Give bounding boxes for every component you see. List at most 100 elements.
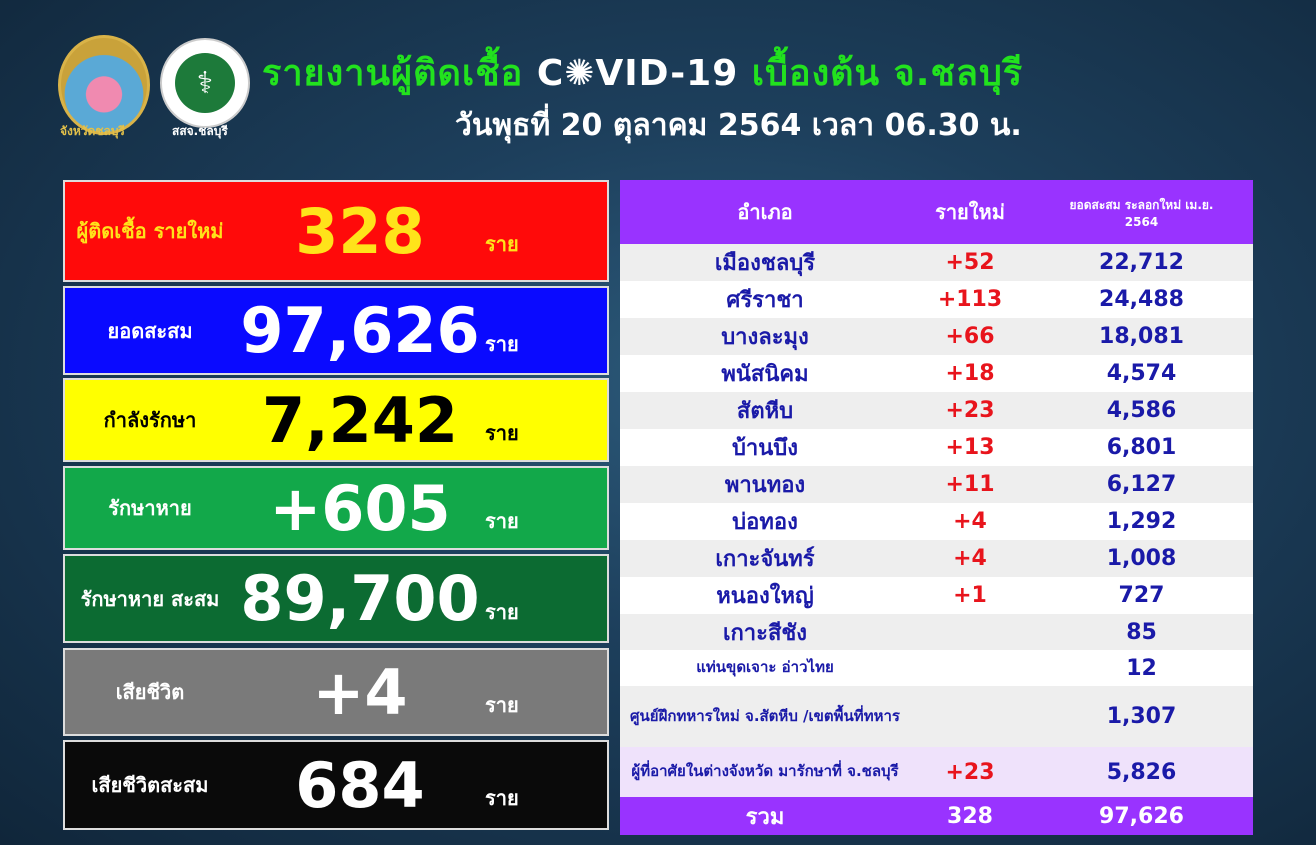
cumulative-cases: 12 [1126, 655, 1157, 681]
table-row: ศูนย์ฝึกทหารใหม่ จ.สัตหีบ /เขตพื้นที่ทหา… [620, 686, 1253, 747]
page-title: รายงานผู้ติดเชื้อ C✺VID-19 เบื้องต้น จ.ช… [262, 44, 1023, 101]
table-row: หนองใหญ่ +1 727 [620, 577, 1253, 614]
header-district: อำเภอ [737, 200, 793, 224]
district-name: พนัสนิคม [721, 362, 809, 387]
stat-unit: ราย [485, 599, 519, 624]
new-cases: +23 [945, 398, 995, 423]
new-cases: +4 [953, 509, 987, 534]
district-name: บางละมุง [721, 325, 809, 350]
district-name: เกาะจันทร์ [715, 547, 815, 572]
table-row: พนัสนิคม +18 4,574 [620, 355, 1253, 392]
district-name: ผู้ที่อาศัยในต่างจังหวัด มารักษาที่ จ.ชล… [631, 762, 899, 781]
stat-value: 97,626 [240, 294, 480, 367]
stat-value: 7,242 [261, 383, 459, 457]
table-row: ผู้ที่อาศัยในต่างจังหวัด มารักษาที่ จ.ชล… [620, 747, 1253, 797]
ministry-public-health-logo: ⚕ [160, 38, 250, 128]
stat-unit: ราย [485, 232, 519, 256]
stat-box: ยอดสะสม 97,626 ราย [63, 286, 609, 375]
cumulative-cases: 4,574 [1106, 361, 1177, 386]
table-row: พานทอง +11 6,127 [620, 466, 1253, 503]
stat-unit: ราย [485, 509, 519, 533]
district-name: เมืองชลบุรี [714, 251, 816, 276]
cumulative-cases: 18,081 [1099, 324, 1184, 349]
table-total-row: รวม 328 97,626 [620, 797, 1253, 835]
new-cases: +11 [945, 472, 995, 497]
table-row: บ้านบึง +13 6,801 [620, 429, 1253, 466]
stat-unit: ราย [485, 421, 519, 445]
title-covid: C✺VID-19 [536, 53, 739, 94]
stat-value: 89,700 [240, 562, 480, 635]
stat-label: รักษาหาย [108, 496, 192, 520]
stat-label: กำลังรักษา [103, 408, 197, 432]
district-name: หนองใหญ่ [716, 584, 814, 609]
cumulative-cases: 1,307 [1106, 704, 1177, 729]
logo1-caption: จังหวัดชลบุรี [60, 124, 125, 138]
district-name: ศรีราชา [726, 288, 804, 313]
stat-unit: ราย [485, 693, 519, 717]
cumulative-cases: 4,586 [1106, 398, 1177, 423]
cumulative-cases: 22,712 [1099, 250, 1184, 275]
stat-label: ผู้ติดเชื้อ รายใหม่ [76, 219, 224, 243]
new-cases: +4 [953, 546, 987, 571]
title-prefix: รายงานผู้ติดเชื้อ [262, 53, 524, 94]
district-name: ศูนย์ฝึกทหารใหม่ จ.สัตหีบ /เขตพื้นที่ทหา… [630, 706, 900, 725]
table-row: สัตหีบ +23 4,586 [620, 392, 1253, 429]
stat-box: รักษาหาย +605 ราย [63, 466, 609, 550]
district-name: บ้านบึง [731, 436, 799, 461]
stat-box: เสียชีวิตสะสม 684 ราย [63, 740, 609, 830]
stat-label: เสียชีวิตสะสม [91, 773, 209, 797]
new-cases: +113 [937, 287, 1003, 312]
stat-box: รักษาหาย สะสม 89,700 ราย [63, 554, 609, 643]
stat-label: ยอดสะสม [107, 318, 193, 343]
table-row: แท่นขุดเจาะ อ่าวไทย 12 [620, 650, 1253, 686]
stat-label: รักษาหาย สะสม [80, 586, 220, 611]
cumulative-cases: 1,008 [1106, 546, 1177, 571]
title-suffix: เบื้องต้น จ.ชลบุรี [751, 53, 1024, 94]
district-name: บ่อทอง [732, 510, 798, 535]
stat-value: +4 [312, 655, 408, 729]
table-row: ศรีราชา +113 24,488 [620, 281, 1253, 318]
stat-box: กำลังรักษา 7,242 ราย [63, 378, 609, 462]
header-new: รายใหม่ [935, 200, 1005, 224]
stat-box: ผู้ติดเชื้อ รายใหม่ 328 ราย [63, 180, 609, 282]
cumulative-cases: 1,292 [1106, 509, 1177, 534]
cumulative-cases: 6,801 [1106, 435, 1177, 460]
cumulative-cases: 24,488 [1099, 287, 1184, 312]
table-row: บางละมุง +66 18,081 [620, 318, 1253, 355]
district-name: สัตหีบ [736, 399, 794, 424]
district-table: อำเภอ รายใหม่ ยอดสะสม ระลอกใหม่ เม.ย. 25… [620, 180, 1253, 835]
new-cases: +18 [945, 361, 995, 386]
logo2-caption: สสจ.ชลบุรี [172, 124, 228, 138]
total-new: 328 [947, 803, 993, 829]
table-header: อำเภอ รายใหม่ ยอดสะสม ระลอกใหม่ เม.ย. 25… [620, 180, 1253, 244]
district-name: เกาะสีชัง [722, 620, 808, 646]
stat-value: 684 [295, 748, 425, 822]
new-cases: +1 [953, 583, 987, 608]
header-cumulative: ยอดสะสม ระลอกใหม่ เม.ย. 2564 [1069, 197, 1214, 229]
table-row: เมืองชลบุรี +52 22,712 [620, 244, 1253, 281]
table-row: เกาะสีชัง 85 [620, 614, 1253, 650]
stat-unit: ราย [485, 786, 519, 810]
district-name: พานทอง [724, 473, 806, 498]
stat-unit: ราย [485, 331, 519, 356]
cumulative-cases: 6,127 [1106, 472, 1177, 497]
new-cases: +52 [945, 250, 995, 275]
table-row: บ่อทอง +4 1,292 [620, 503, 1253, 540]
new-cases: +23 [945, 759, 995, 785]
stat-label: เสียชีวิต [115, 680, 185, 704]
new-cases: +13 [945, 435, 995, 460]
table-body: เมืองชลบุรี +52 22,712 ศรีราชา +113 24,48… [620, 244, 1253, 797]
cumulative-cases: 5,826 [1106, 759, 1177, 785]
stat-box: เสียชีวิต +4 ราย [63, 648, 609, 736]
chonburi-province-seal [58, 35, 150, 135]
cumulative-cases: 85 [1126, 619, 1157, 645]
report-date: วันพุธที่ 20 ตุลาคม 2564 เวลา 06.30 น. [455, 108, 1022, 143]
total-label: รวม [745, 804, 785, 830]
stat-value: 328 [295, 194, 425, 268]
total-cumulative: 97,626 [1099, 803, 1184, 829]
new-cases: +66 [945, 324, 995, 349]
district-name: แท่นขุดเจาะ อ่าวไทย [696, 658, 834, 677]
cumulative-cases: 727 [1118, 583, 1165, 608]
table-row: เกาะจันทร์ +4 1,008 [620, 540, 1253, 577]
stat-value: +605 [269, 471, 451, 545]
